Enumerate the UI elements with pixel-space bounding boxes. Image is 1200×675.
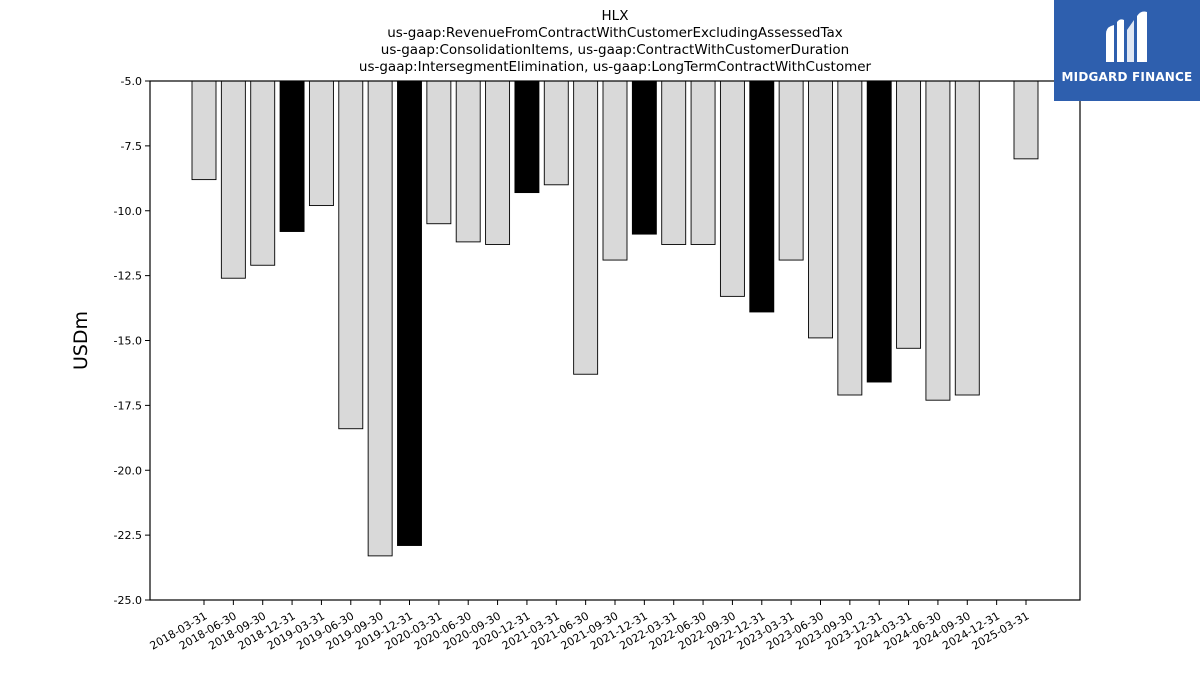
y-tick-label: -12.5 xyxy=(114,270,142,283)
title-line: us-gaap:ConsolidationItems, us-gaap:Cont… xyxy=(381,42,849,58)
bar xyxy=(367,80,393,557)
bar xyxy=(866,80,892,383)
bar xyxy=(543,80,569,186)
y-tick-label: -5.0 xyxy=(121,75,142,88)
bar xyxy=(954,80,980,396)
y-tick-label: -22.5 xyxy=(114,529,142,542)
bar xyxy=(896,80,922,349)
y-tick-label: -7.5 xyxy=(121,140,142,153)
bar xyxy=(661,80,687,245)
bar xyxy=(397,80,422,546)
bar xyxy=(220,80,246,279)
bar xyxy=(602,80,628,261)
bar xyxy=(1013,80,1039,160)
y-tick-label: -10.0 xyxy=(114,205,142,218)
title-line: us-gaap:IntersegmentElimination, us-gaap… xyxy=(359,59,872,75)
y-tick-label: -25.0 xyxy=(114,594,142,607)
bar xyxy=(837,80,863,396)
bar xyxy=(719,80,745,297)
bar xyxy=(455,80,481,243)
bar xyxy=(631,80,657,235)
bar xyxy=(338,80,364,430)
title-line: HLX xyxy=(602,8,629,24)
bar xyxy=(925,80,951,401)
y-tick-label: -15.0 xyxy=(114,335,142,348)
bar xyxy=(690,80,716,245)
y-axis: -5.0 -7.5 -10.0 -12.5 -15.0 -17.5 -20.0 -22.5 -2… xyxy=(114,75,150,607)
y-tick-label: -20.0 xyxy=(114,464,142,477)
bar xyxy=(808,80,833,339)
midgard-m-logo-icon xyxy=(1106,11,1147,62)
bars xyxy=(191,80,1039,557)
title-line: us-gaap:RevenueFromContractWithCustomerE… xyxy=(387,25,843,41)
bar xyxy=(573,80,599,375)
brand-name: MIDGARD FINANCE xyxy=(1061,70,1193,84)
bar xyxy=(250,80,276,266)
y-axis-label: USDm xyxy=(70,311,92,370)
bar xyxy=(485,80,511,245)
bar xyxy=(514,80,540,194)
chart-title: HLXus-gaap:RevenueFromContractWithCustom… xyxy=(359,8,872,75)
x-axis: 2018-03-312018-06-302018-09-302018-12-31… xyxy=(148,600,1031,653)
bar xyxy=(308,80,334,207)
y-tick-label: -17.5 xyxy=(114,399,142,412)
bar xyxy=(426,80,452,225)
bar xyxy=(749,80,775,313)
bar xyxy=(778,80,804,261)
brand-logo: MIDGARD FINANCE xyxy=(1054,0,1200,101)
bar xyxy=(279,80,305,232)
bar xyxy=(191,80,217,181)
